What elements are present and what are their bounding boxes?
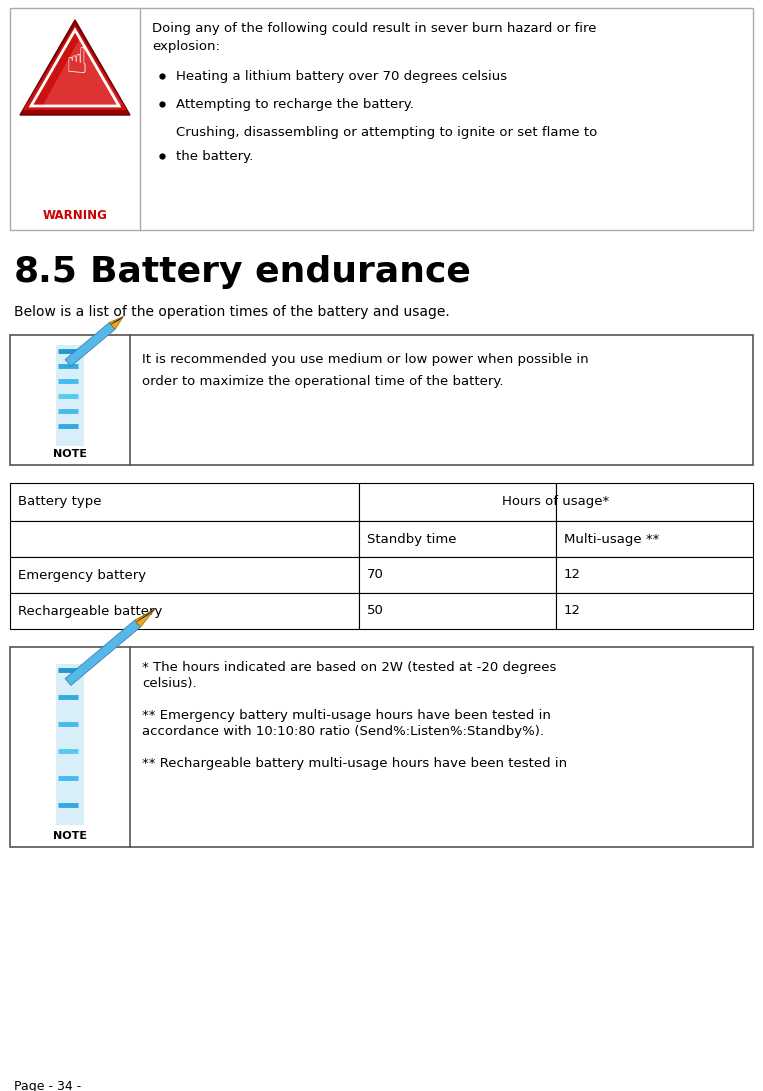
FancyBboxPatch shape <box>359 594 556 630</box>
FancyBboxPatch shape <box>56 664 84 825</box>
Polygon shape <box>20 20 130 115</box>
Polygon shape <box>23 25 127 110</box>
Text: accordance with 10:10:80 ratio (Send%:Listen%:Standby%).: accordance with 10:10:80 ratio (Send%:Li… <box>142 726 544 738</box>
FancyBboxPatch shape <box>10 521 359 558</box>
FancyBboxPatch shape <box>10 594 359 630</box>
Polygon shape <box>65 620 140 685</box>
Text: NOTE: NOTE <box>53 449 87 459</box>
Text: Below is a list of the operation times of the battery and usage.: Below is a list of the operation times o… <box>14 305 449 319</box>
Text: Rechargeable battery: Rechargeable battery <box>18 604 163 618</box>
Text: Battery endurance: Battery endurance <box>90 255 471 289</box>
Polygon shape <box>65 323 115 367</box>
Text: Page - 34 -: Page - 34 - <box>14 1080 81 1091</box>
Polygon shape <box>111 316 124 324</box>
FancyBboxPatch shape <box>10 647 753 847</box>
Text: WARNING: WARNING <box>43 209 108 221</box>
Polygon shape <box>134 609 155 627</box>
Text: order to maximize the operational time of the battery.: order to maximize the operational time o… <box>142 375 504 388</box>
FancyBboxPatch shape <box>10 8 753 230</box>
Text: ☝: ☝ <box>65 46 87 81</box>
Text: the battery.: the battery. <box>176 149 253 163</box>
FancyBboxPatch shape <box>359 483 556 521</box>
Text: Attempting to recharge the battery.: Attempting to recharge the battery. <box>176 98 414 111</box>
Polygon shape <box>109 316 124 329</box>
Text: 70: 70 <box>367 568 384 582</box>
Text: explosion:: explosion: <box>152 40 220 53</box>
Text: 50: 50 <box>367 604 384 618</box>
Text: Hours of usage*: Hours of usage* <box>502 495 610 508</box>
Text: Crushing, disassembling or attempting to ignite or set flame to: Crushing, disassembling or attempting to… <box>176 125 597 139</box>
Text: ** Emergency battery multi-usage hours have been tested in: ** Emergency battery multi-usage hours h… <box>142 709 551 722</box>
Text: NOTE: NOTE <box>53 831 87 841</box>
FancyBboxPatch shape <box>556 521 753 558</box>
FancyBboxPatch shape <box>359 521 556 558</box>
FancyBboxPatch shape <box>556 558 753 594</box>
Text: * The hours indicated are based on 2W (tested at -20 degrees: * The hours indicated are based on 2W (t… <box>142 661 556 674</box>
Text: Doing any of the following could result in sever burn hazard or fire: Doing any of the following could result … <box>152 22 597 35</box>
Text: ** Rechargeable battery multi-usage hours have been tested in: ** Rechargeable battery multi-usage hour… <box>142 757 567 770</box>
Text: celsius).: celsius). <box>142 678 197 690</box>
FancyBboxPatch shape <box>10 335 753 465</box>
Text: Battery type: Battery type <box>18 495 101 508</box>
Text: 8.5: 8.5 <box>14 255 78 289</box>
FancyBboxPatch shape <box>556 594 753 630</box>
FancyBboxPatch shape <box>10 558 359 594</box>
Text: Emergency battery: Emergency battery <box>18 568 146 582</box>
Polygon shape <box>136 609 155 622</box>
Text: It is recommended you use medium or low power when possible in: It is recommended you use medium or low … <box>142 353 588 365</box>
FancyBboxPatch shape <box>359 558 556 594</box>
Text: Standby time: Standby time <box>367 532 456 546</box>
Text: 12: 12 <box>564 604 581 618</box>
Text: 12: 12 <box>564 568 581 582</box>
Text: Heating a lithium battery over 70 degrees celsius: Heating a lithium battery over 70 degree… <box>176 70 507 83</box>
Text: Multi-usage **: Multi-usage ** <box>564 532 659 546</box>
FancyBboxPatch shape <box>10 483 359 521</box>
Polygon shape <box>43 38 122 105</box>
FancyBboxPatch shape <box>556 483 753 521</box>
FancyBboxPatch shape <box>56 345 84 446</box>
